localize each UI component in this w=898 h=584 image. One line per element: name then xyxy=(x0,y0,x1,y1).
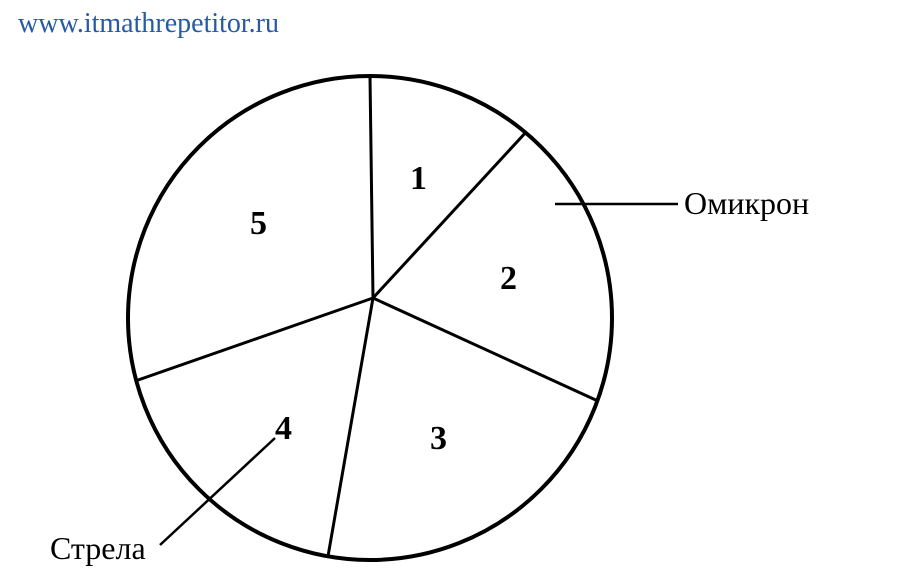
sector-label-3: 3 xyxy=(430,420,447,458)
pie-chart-svg xyxy=(0,0,898,584)
callout-label-strela: Стрела xyxy=(50,530,146,567)
sector-label-5: 5 xyxy=(250,205,267,243)
sector-label-4: 4 xyxy=(275,410,292,448)
callout-label-omicron: Омикрон xyxy=(684,185,809,222)
sector-label-2: 2 xyxy=(500,260,517,298)
sector-label-1: 1 xyxy=(410,160,427,198)
pie-chart-container xyxy=(0,0,898,584)
